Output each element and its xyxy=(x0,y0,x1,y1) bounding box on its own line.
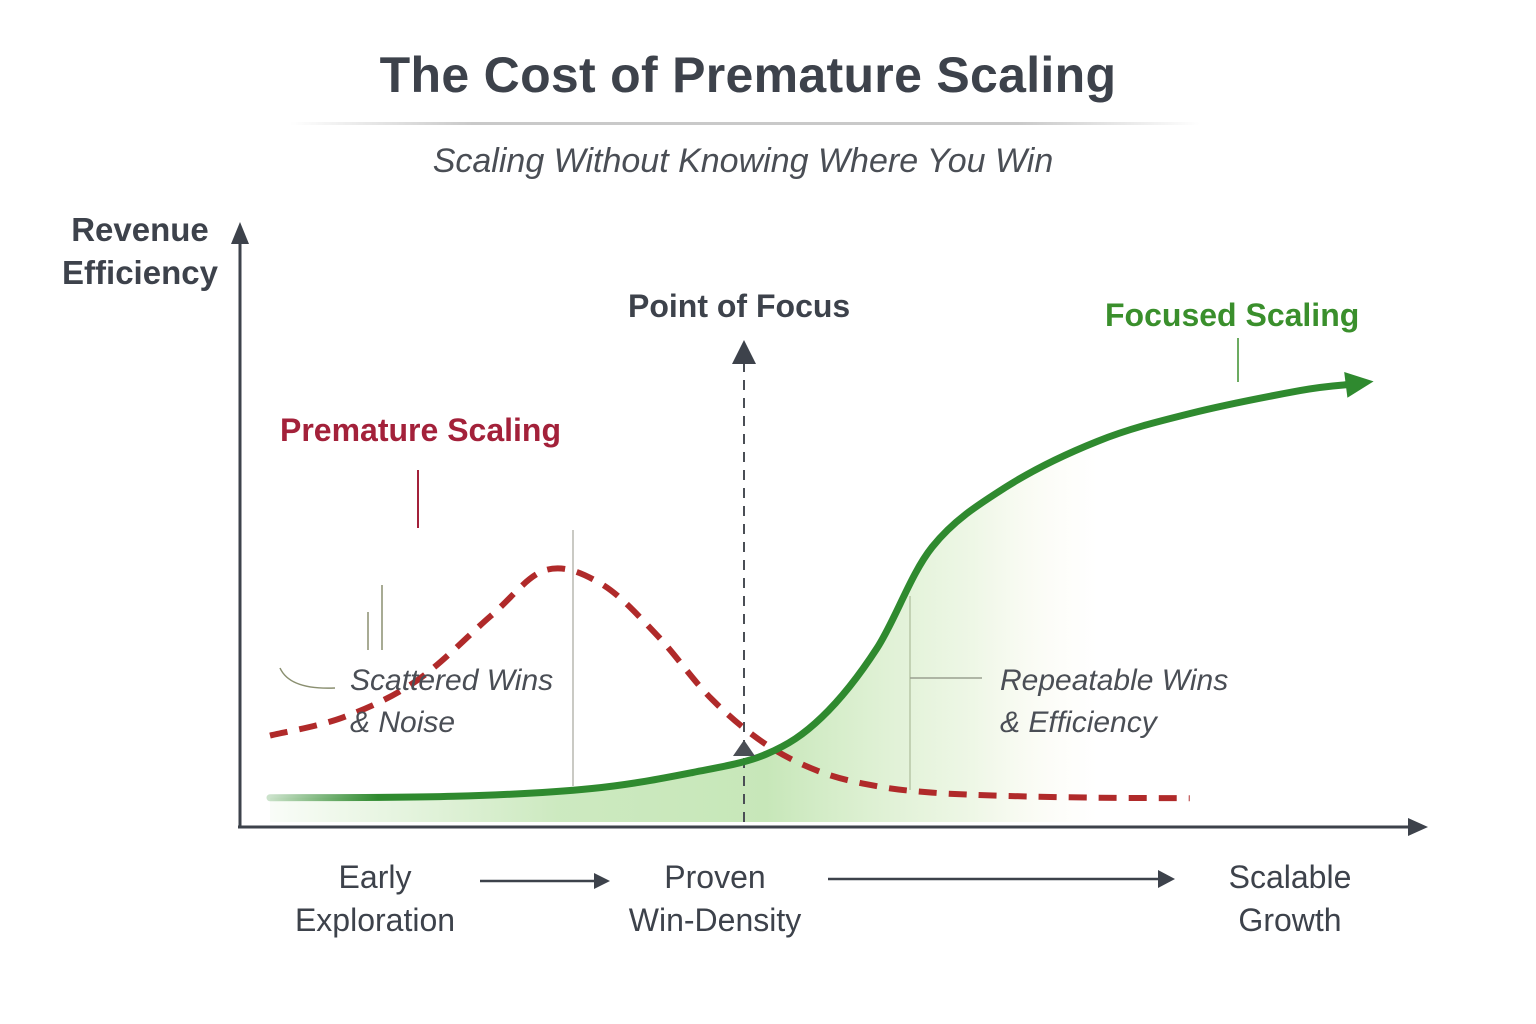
stage-early-exploration: Early Exploration xyxy=(270,856,480,942)
chart-subtitle: Scaling Without Knowing Where You Win xyxy=(432,142,1054,180)
stage-1-line-2: Exploration xyxy=(294,902,456,938)
annotation-scattered-line-2: & Noise xyxy=(350,706,456,739)
annotation-scattered-line-1: Scattered Wins xyxy=(350,664,554,697)
premature-scaling-label: Premature Scaling xyxy=(280,412,561,448)
y-axis-label-line-2: Efficiency xyxy=(62,254,218,291)
title-divider xyxy=(290,122,1200,125)
focused-scaling-label: Focused Scaling xyxy=(1105,297,1360,333)
stage-proven-win-density: Proven Win-Density xyxy=(610,856,820,942)
y-axis-label-line-1: Revenue xyxy=(71,211,209,248)
stage-3-line-2: Growth xyxy=(1238,902,1342,938)
focused-scaling-line xyxy=(266,380,1354,802)
annotation-scattered-wins: Scattered Wins & Noise xyxy=(350,660,553,744)
stage-scalable-growth: Scalable Growth xyxy=(1195,856,1385,942)
annotation-repeatable-line-2: & Efficiency xyxy=(1000,706,1157,739)
y-axis-arrow-icon xyxy=(231,222,249,244)
premature-scaling-line xyxy=(269,565,1190,802)
stage-3-line-1: Scalable xyxy=(1228,859,1352,895)
point-of-focus-label: Point of Focus xyxy=(628,288,851,324)
leader-line-scattered-3 xyxy=(279,667,336,689)
stage-2-line-2: Win-Density xyxy=(628,902,802,938)
chart-title: The Cost of Premature Scaling xyxy=(379,47,1117,103)
focused-scaling-area xyxy=(270,441,1098,822)
intersection-marker-icon xyxy=(733,740,755,756)
annotation-repeatable-line-1: Repeatable Wins xyxy=(1000,664,1229,697)
annotation-repeatable-wins: Repeatable Wins & Efficiency xyxy=(1000,660,1228,744)
x-axis-arrow-icon xyxy=(1408,818,1428,836)
point-of-focus-arrow-icon xyxy=(732,340,756,364)
focused-scaling-arrow-icon xyxy=(1344,372,1374,398)
stage-2-line-1: Proven xyxy=(664,859,766,895)
stage-1-line-1: Early xyxy=(338,859,412,895)
y-axis-label: Revenue Efficiency xyxy=(40,208,240,294)
